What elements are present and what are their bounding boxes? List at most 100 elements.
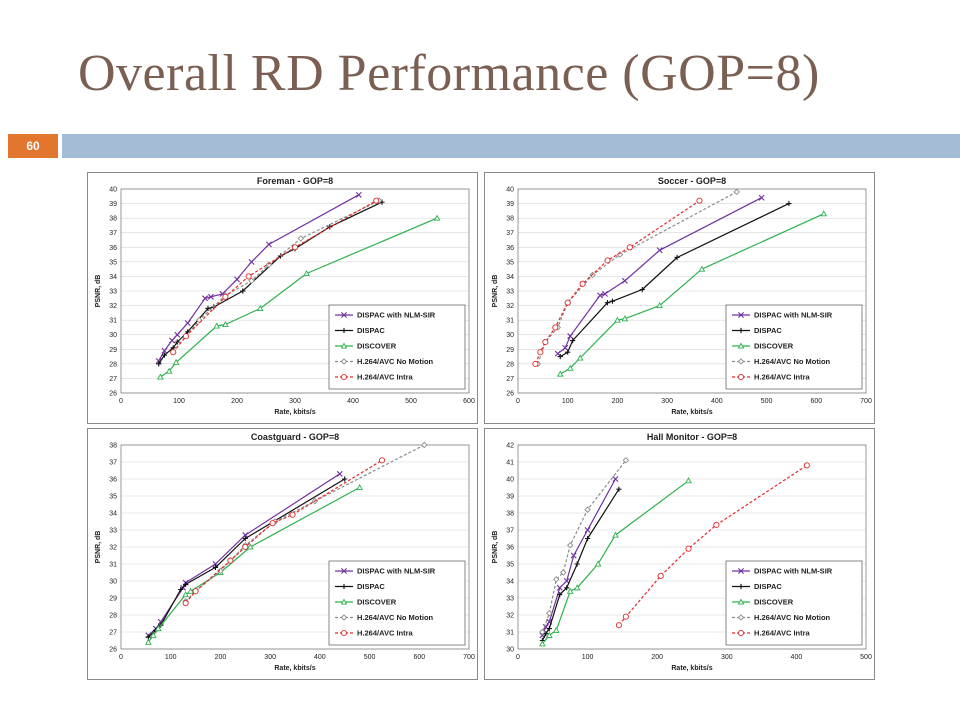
legend-marker <box>738 583 744 590</box>
data-point <box>622 457 630 464</box>
legend-marker <box>737 342 745 349</box>
y-tick-label: 32 <box>109 303 117 310</box>
data-point <box>698 265 706 272</box>
data-point <box>183 581 189 587</box>
data-point <box>182 333 190 340</box>
x-tick-label: 500 <box>364 654 376 661</box>
data-point <box>556 370 564 377</box>
data-point <box>594 560 602 567</box>
legend-marker <box>340 358 348 365</box>
data-point <box>560 569 567 576</box>
data-point <box>602 290 608 297</box>
chart-coastguard: Coastguard - GOP=8 26 27 28 29 30 31 32 33 34 35 36… <box>87 428 478 680</box>
legend-label: DISPAC with NLM-SIR <box>357 567 436 576</box>
legend-label: H.264/AVC Intra <box>754 629 811 638</box>
data-point <box>612 476 619 482</box>
chart-svg: Hall Monitor - GOP=8 30 31 32 33 34 35 36 37 38 39… <box>492 432 872 672</box>
data-point <box>144 638 152 645</box>
data-point <box>553 576 560 583</box>
y-tick-label: 42 <box>506 443 514 450</box>
data-point <box>537 349 544 356</box>
data-point <box>554 350 561 357</box>
legend-label: DISPAC with NLM-SIR <box>754 311 833 320</box>
data-point <box>543 631 549 637</box>
legend-label: H.264/AVC Intra <box>357 373 414 382</box>
y-tick-label: 28 <box>506 361 514 368</box>
data-point <box>573 584 581 591</box>
data-point <box>566 542 574 549</box>
series-dispac <box>539 486 622 644</box>
data-point <box>222 320 229 328</box>
legend-label: DISCOVER <box>754 598 794 607</box>
x-axis-label: Rate, kbits/s <box>671 665 712 672</box>
data-point <box>542 338 549 346</box>
data-point <box>256 304 264 312</box>
y-axis-label: PSNR, dB <box>492 275 499 308</box>
legend-marker <box>738 312 744 318</box>
legend-label: DISPAC <box>754 582 782 591</box>
y-tick-label: 29 <box>506 347 514 354</box>
legend-label: H.264/AVC No Motion <box>754 357 831 366</box>
y-tick-label: 30 <box>506 647 514 654</box>
y-tick-label: 26 <box>506 391 514 398</box>
data-point <box>546 610 553 617</box>
data-point <box>172 358 180 365</box>
legend-label: H.264/AVC Intra <box>754 373 811 382</box>
legend-label: DISPAC with NLM-SIR <box>754 567 833 576</box>
y-axis-label: PSNR, dB <box>492 531 499 564</box>
x-axis-label: Rate, kbits/s <box>274 409 315 416</box>
data-point <box>570 337 576 344</box>
data-point <box>184 320 191 327</box>
data-point <box>356 483 363 491</box>
data-point <box>626 244 633 251</box>
y-tick-label: 34 <box>109 274 117 281</box>
data-point <box>552 324 559 331</box>
data-point <box>584 506 591 513</box>
series-dispac-with-nlm-sir <box>554 194 765 357</box>
data-point <box>579 280 586 287</box>
x-tick-label: 300 <box>264 654 276 661</box>
legend-marker <box>341 312 347 318</box>
y-tick-label: 36 <box>109 245 117 252</box>
y-tick-label: 29 <box>109 347 117 354</box>
data-point <box>265 261 273 269</box>
y-tick-label: 35 <box>506 259 514 266</box>
chart-foreman: Foreman - GOP=8 26 27 28 29 30 31 32 33 34 35 36 37 3… <box>87 172 478 424</box>
data-point <box>355 191 362 198</box>
x-tick-label: 600 <box>463 398 475 405</box>
data-point <box>192 588 199 595</box>
legend-marker <box>737 629 745 637</box>
data-point <box>297 235 305 242</box>
x-tick-label: 400 <box>711 398 723 405</box>
data-point <box>248 277 255 285</box>
y-tick-label: 36 <box>506 245 514 252</box>
data-point <box>616 486 622 492</box>
data-point <box>565 349 571 355</box>
series-line <box>147 473 341 636</box>
data-point <box>202 295 209 302</box>
slide-title: Overall RD Performance (GOP=8) <box>78 45 820 102</box>
y-tick-label: 30 <box>109 332 117 339</box>
y-tick-label: 33 <box>109 528 117 535</box>
y-tick-label: 37 <box>109 460 117 467</box>
y-tick-label: 29 <box>109 596 117 603</box>
y-tick-label: 38 <box>109 216 117 223</box>
data-point <box>170 349 177 356</box>
y-tick-label: 37 <box>109 230 117 237</box>
series-line <box>559 203 790 358</box>
data-point <box>149 631 157 638</box>
data-point <box>539 628 546 636</box>
series-line <box>557 197 762 355</box>
y-tick-label: 40 <box>109 187 117 194</box>
data-point <box>609 298 616 304</box>
series-h-264-avc-intra <box>532 197 703 367</box>
x-tick-label: 600 <box>413 654 425 661</box>
y-tick-label: 26 <box>109 391 117 398</box>
data-point <box>269 520 276 527</box>
legend-marker <box>737 598 745 605</box>
data-point <box>545 631 553 638</box>
x-tick-label: 500 <box>405 398 417 405</box>
y-tick-label: 33 <box>109 289 117 296</box>
legend-marker <box>340 342 348 349</box>
data-point <box>174 331 181 338</box>
